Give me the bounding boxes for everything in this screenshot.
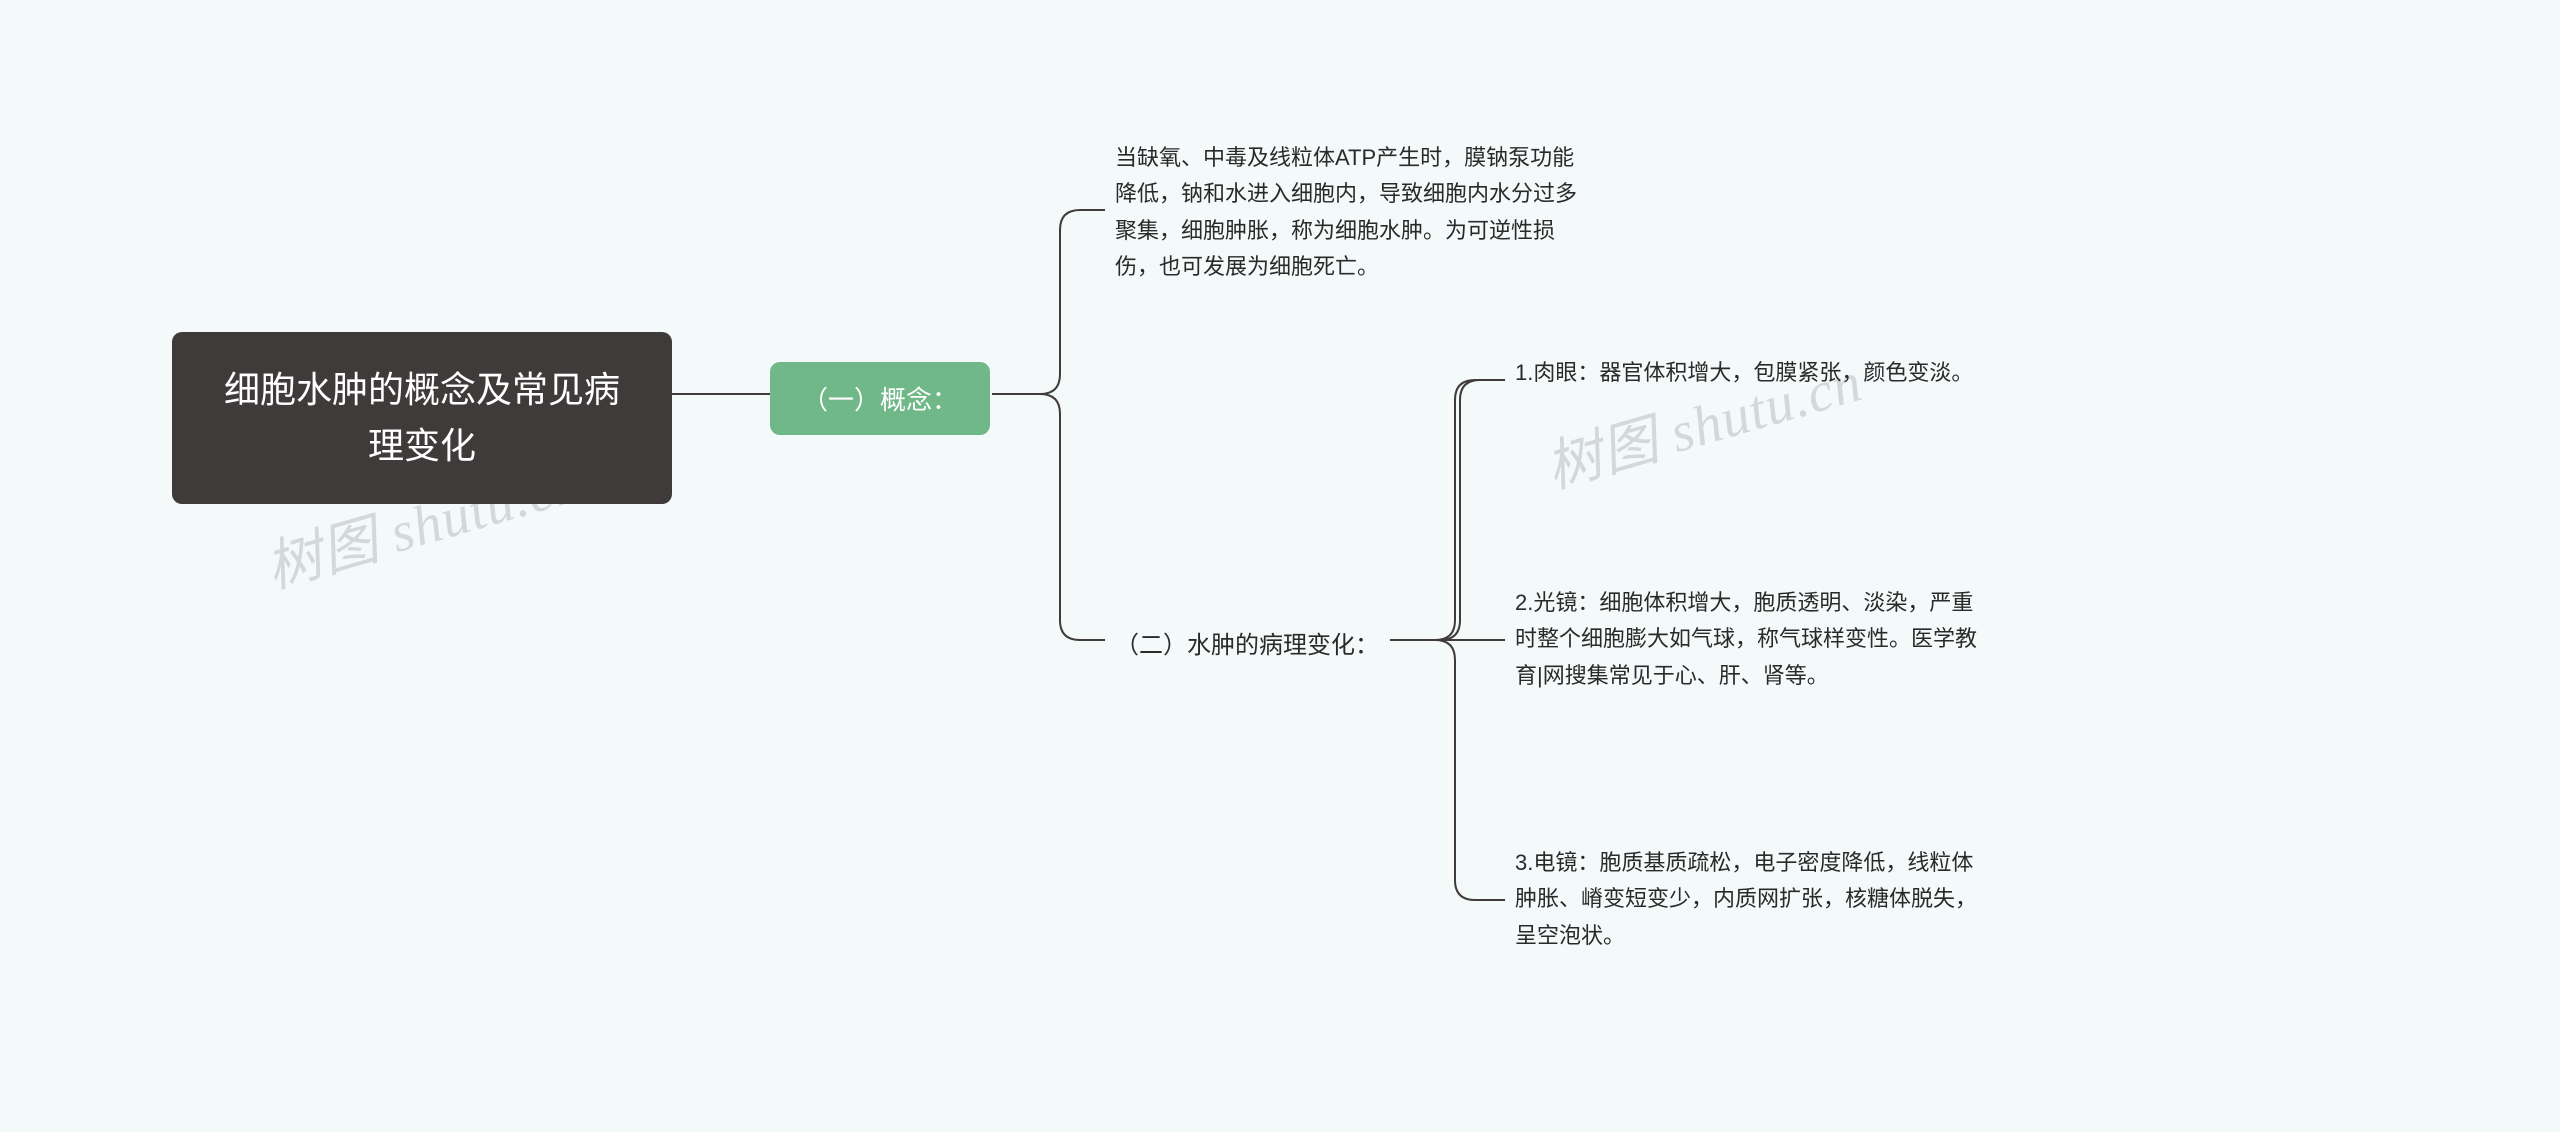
leaf-node-macroscopic: 1.肉眼：器官体积增大，包膜紧张，颜色变淡。 bbox=[1515, 355, 1985, 391]
level2-node-concept: （一）概念： bbox=[770, 362, 990, 435]
level2-label: （一）概念： bbox=[802, 385, 958, 415]
level3-node-definition: 当缺氧、中毒及线粒体ATP产生时，膜钠泵功能降低，钠和水进入细胞内，导致细胞内水… bbox=[1115, 140, 1585, 285]
level3-node-pathology-heading: （二）水肿的病理变化： bbox=[1115, 625, 1379, 660]
root-node: 细胞水肿的概念及常见病理变化 bbox=[172, 332, 672, 504]
leaf-node-electron-microscope: 3.电镜：胞质基质疏松，电子密度降低，线粒体肿胀、嵴变短变少，内质网扩张，核糖体… bbox=[1515, 845, 1985, 954]
leaf-text: 1.肉眼：器官体积增大，包膜紧张，颜色变淡。 bbox=[1515, 360, 1973, 385]
leaf-node-light-microscope: 2.光镜：细胞体积增大，胞质透明、淡染，严重时整个细胞膨大如气球，称气球样变性。… bbox=[1515, 585, 1985, 694]
leaf-text: 3.电镜：胞质基质疏松，电子密度降低，线粒体肿胀、嵴变短变少，内质网扩张，核糖体… bbox=[1515, 850, 1977, 948]
root-label: 细胞水肿的概念及常见病理变化 bbox=[224, 369, 620, 466]
mindmap-canvas: 树图 shutu.cn 树图 shutu.cn 细胞水肿的概念及常见病理变化 （… bbox=[0, 0, 2560, 1132]
level3-heading-text: （二）水肿的病理变化： bbox=[1115, 632, 1379, 659]
level3-text: 当缺氧、中毒及线粒体ATP产生时，膜钠泵功能降低，钠和水进入细胞内，导致细胞内水… bbox=[1115, 145, 1577, 279]
leaf-text: 2.光镜：细胞体积增大，胞质透明、淡染，严重时整个细胞膨大如气球，称气球样变性。… bbox=[1515, 590, 1977, 688]
